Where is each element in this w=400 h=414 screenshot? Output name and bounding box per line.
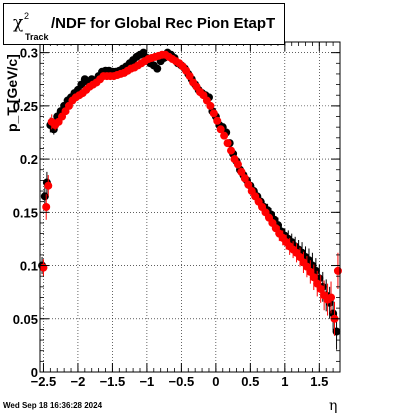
- axis-ticks: −2.5 −2 −1.5 −1 −0.5 0 0.5 1 1.5 0 0.05 0.1 0.15 0.2 0…: [13, 41, 341, 389]
- y-tick-label: 0.1: [20, 259, 38, 274]
- data-point-series-2: [220, 131, 229, 140]
- title-chi-symbol: χ: [13, 13, 24, 33]
- data-point-series-2: [233, 160, 242, 169]
- y-axis-label: p_T [GeV/c]: [4, 54, 20, 132]
- x-tick-label: −1: [139, 374, 154, 389]
- y-tick-label: 0: [31, 365, 38, 380]
- title-subscript: Track: [25, 32, 49, 42]
- data-point-series-2: [316, 284, 325, 293]
- y-tick-label: 0.2: [20, 152, 38, 167]
- timestamp: Wed Sep 18 16:36:28 2024: [3, 401, 103, 410]
- x-tick-label: 1: [281, 374, 288, 389]
- x-tick-label: −2: [71, 374, 86, 389]
- data-point-series-2: [223, 139, 232, 148]
- data-point-series-2: [237, 167, 246, 176]
- x-tick-label: −0.5: [169, 374, 195, 389]
- data-point-series-1: [153, 64, 162, 73]
- y-tick-label: 0.25: [13, 99, 38, 114]
- data-point-series-2: [213, 116, 222, 125]
- data-point-series-2: [244, 180, 253, 189]
- data-point-series-2: [209, 109, 218, 118]
- data-point-series-2: [327, 293, 336, 302]
- y-tick-label: 0.05: [13, 312, 38, 327]
- data-point-series-2: [227, 146, 236, 155]
- data-point-series-2: [39, 263, 48, 272]
- data-point-series-2: [206, 101, 215, 110]
- data-point-series-2: [240, 174, 249, 183]
- data-point-series-2: [333, 266, 342, 275]
- x-tick-label: 1.5: [310, 374, 328, 389]
- data-point-series-2: [185, 72, 194, 81]
- title-superscript: 2: [24, 11, 30, 21]
- data-point-series-2: [44, 181, 53, 190]
- data-markers: [38, 48, 342, 350]
- x-tick-label: −1.5: [100, 374, 126, 389]
- data-point-series-2: [216, 125, 225, 134]
- x-tick-label: 0.5: [241, 374, 259, 389]
- x-axis-label: η: [329, 398, 338, 414]
- y-tick-label: 0.15: [13, 205, 38, 220]
- data-point-series-2: [309, 273, 318, 282]
- chart-title: /NDF for Global Rec Pion EtapT: [51, 15, 276, 32]
- x-tick-label: −2.5: [31, 374, 57, 389]
- data-point-series-2: [42, 203, 51, 211]
- x-tick-label: 0: [212, 374, 219, 389]
- data-point-series-1: [40, 192, 49, 201]
- title-box: χ 2 Track /NDF for Global Rec Pion EtapT: [3, 3, 285, 45]
- data-point-series-1: [332, 327, 341, 336]
- y-tick-label: 0.3: [20, 46, 38, 61]
